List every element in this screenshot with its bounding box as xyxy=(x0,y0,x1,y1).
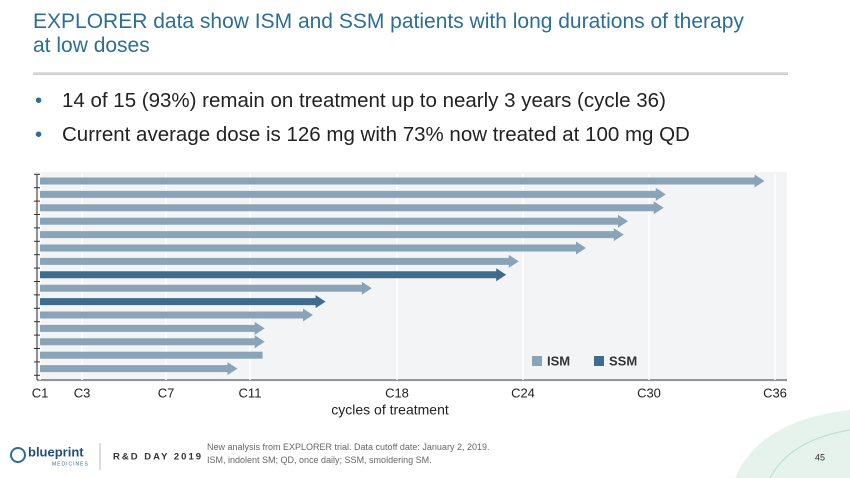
bar xyxy=(40,254,519,268)
x-axis-label: cycles of treatment xyxy=(331,402,449,418)
footnote: ISM, indolent SM; QD, once daily; SSM, s… xyxy=(207,455,432,465)
bullet: Current average dose is 126 mg with 73% … xyxy=(35,123,690,147)
x-tick-label: C1 xyxy=(32,385,49,400)
bar xyxy=(40,214,628,228)
bar xyxy=(40,335,265,349)
footnote: New analysis from EXPLORER trial. Data c… xyxy=(207,442,490,452)
legend-swatch xyxy=(532,356,542,366)
bar xyxy=(40,268,507,282)
x-tick-label: C36 xyxy=(763,385,787,400)
bar xyxy=(40,241,586,255)
x-tick-label: C18 xyxy=(385,385,409,400)
bar xyxy=(40,174,765,188)
bullet-text: Current average dose is 126 mg with 73% … xyxy=(62,123,690,146)
logo-mark xyxy=(10,447,26,463)
bar xyxy=(40,321,265,335)
x-tick-label: C24 xyxy=(511,385,535,400)
bar xyxy=(40,295,326,309)
x-tick-label: C30 xyxy=(637,385,661,400)
slide-title: EXPLORER data show ISM and SSM patients … xyxy=(33,10,744,57)
bar xyxy=(40,362,238,376)
bar xyxy=(40,187,666,201)
bullet-text: 14 of 15 (93%) remain on treatment up to… xyxy=(62,89,666,112)
x-tick-label: C3 xyxy=(74,385,91,400)
bullet: 14 of 15 (93%) remain on treatment up to… xyxy=(35,89,666,113)
legend-label: ISM xyxy=(547,353,570,368)
bar xyxy=(40,281,372,295)
event-label: R&D DAY 2019 xyxy=(113,452,203,463)
x-tick-label: C7 xyxy=(158,385,175,400)
logo-subtext: MEDICINES xyxy=(52,461,89,467)
legend-label: SSM xyxy=(609,353,637,368)
bar xyxy=(40,201,664,215)
x-tick-label: C11 xyxy=(239,385,262,400)
bar xyxy=(40,351,263,359)
bar xyxy=(40,308,313,322)
bar xyxy=(40,228,624,242)
decoration xyxy=(769,429,850,478)
decoration xyxy=(735,410,850,478)
divider xyxy=(33,72,788,75)
legend-swatch xyxy=(594,356,604,366)
page-number: 45 xyxy=(815,452,825,462)
logo: blueprint MEDICINES xyxy=(10,444,89,467)
logo-text: blueprint xyxy=(28,444,84,459)
